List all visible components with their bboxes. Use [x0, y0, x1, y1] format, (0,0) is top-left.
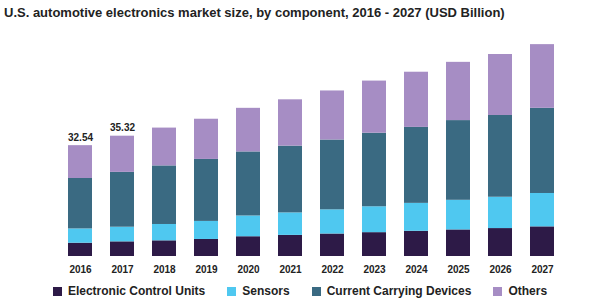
svg-text:35.32: 35.32	[110, 122, 135, 133]
svg-text:2021: 2021	[279, 264, 302, 275]
svg-text:2026: 2026	[489, 264, 512, 275]
svg-text:2017: 2017	[111, 264, 134, 275]
svg-text:2027: 2027	[531, 264, 554, 275]
html-text:Current Carrying Devices: Current Carrying Devices	[326, 284, 472, 298]
svg-text:2018: 2018	[153, 264, 176, 275]
html-text:Others: Others	[508, 284, 548, 298]
svg-text:2019: 2019	[195, 264, 218, 275]
html-text:Electronic Control Units: Electronic Control Units	[67, 284, 206, 298]
svg-text:2022: 2022	[321, 264, 344, 275]
svg-text:32.54: 32.54	[68, 132, 93, 143]
svg-text:2025: 2025	[447, 264, 470, 275]
html-text:U.S. automotive electronics ma: U.S. automotive electronics market size,…	[4, 5, 505, 20]
svg-text:2020: 2020	[237, 264, 260, 275]
svg-text:2023: 2023	[363, 264, 386, 275]
svg-text:2024: 2024	[405, 264, 428, 275]
svg-text:2016: 2016	[69, 264, 92, 275]
html-text:Sensors: Sensors	[242, 284, 290, 298]
